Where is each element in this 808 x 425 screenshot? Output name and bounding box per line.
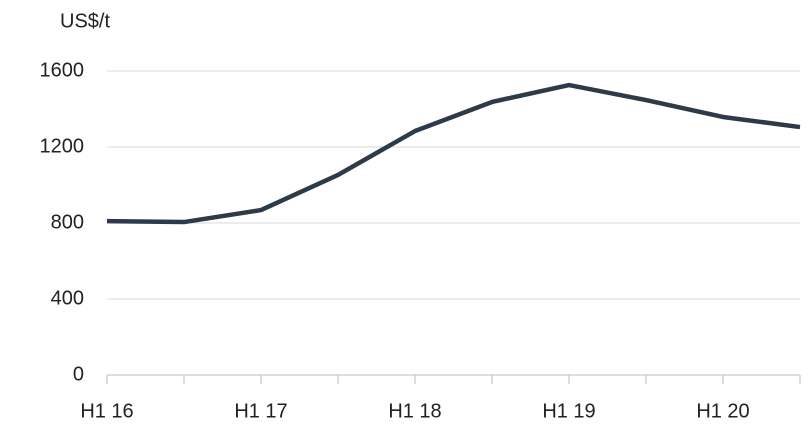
y-tick-label: 1200 <box>40 135 85 157</box>
x-tick-label: H1 17 <box>234 400 287 422</box>
x-tick-label: H1 16 <box>80 400 133 422</box>
x-tick-label: H1 18 <box>388 400 441 422</box>
y-tick-label: 1600 <box>40 59 85 81</box>
x-tick-label: H1 20 <box>696 400 749 422</box>
y-tick-label: 400 <box>51 287 84 309</box>
y-tick-label: 800 <box>51 211 84 233</box>
y-tick-label: 0 <box>73 363 84 385</box>
x-tick-label: H1 19 <box>542 400 595 422</box>
y-axis-label: US$/t <box>60 10 110 32</box>
line <box>106 82 801 225</box>
